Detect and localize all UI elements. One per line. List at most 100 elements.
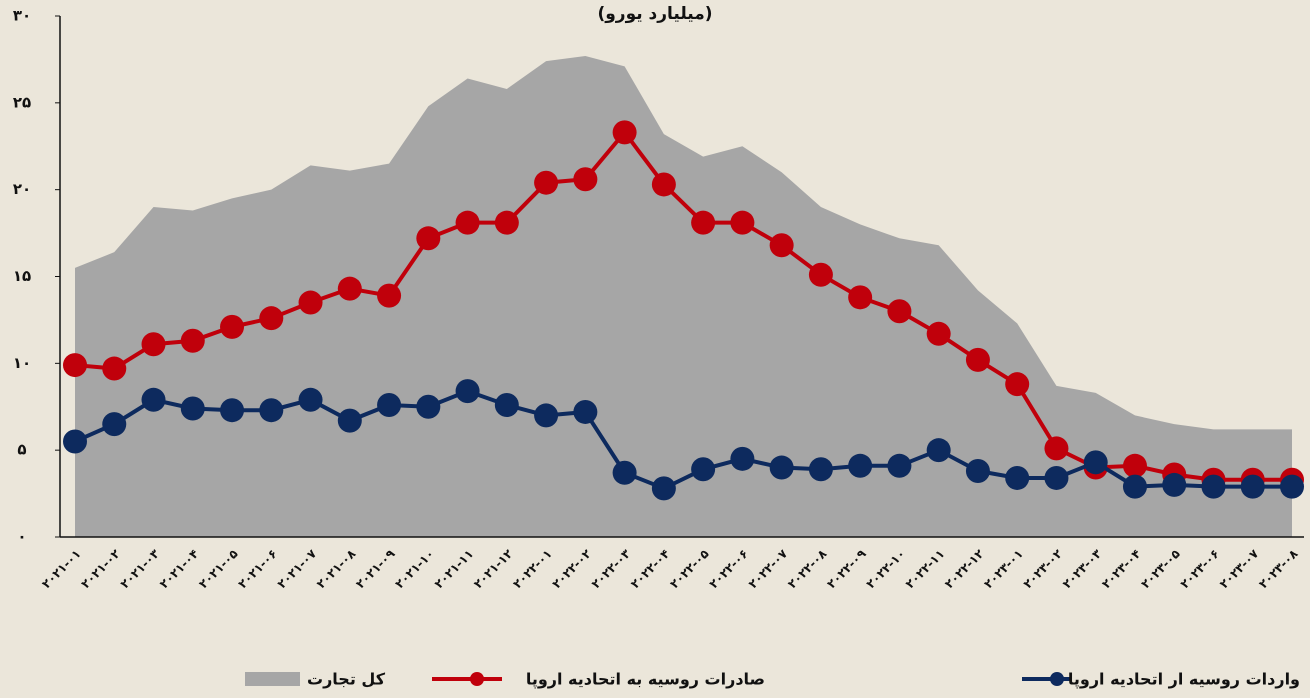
marker (298, 387, 323, 412)
marker (180, 396, 205, 421)
legend-swatch (245, 672, 300, 686)
marker (651, 172, 676, 197)
marker (651, 476, 676, 501)
marker (455, 379, 480, 404)
x-tick-label: ۲۰۲۲-۱۱ (903, 547, 948, 592)
marker (259, 306, 284, 331)
marker (494, 210, 519, 235)
x-tick-label: ۲۰۲۱-۰۲ (78, 546, 123, 591)
marker (63, 353, 87, 378)
x-tick-label: ۲۰۲۱-۱۲ (471, 546, 516, 591)
marker (1122, 474, 1147, 499)
legend-label: کل تجارت (307, 670, 386, 689)
marker (965, 459, 990, 484)
marker (848, 285, 873, 310)
legend-swatch (1050, 672, 1064, 686)
marker (965, 347, 990, 372)
marker (769, 455, 794, 480)
chart-title: (میلیارد یورو) (597, 4, 712, 24)
x-tick-label: ۲۰۲۱-۰۶ (235, 547, 280, 592)
x-tick-label: ۲۰۲۳-۰۳ (1060, 546, 1105, 591)
x-tick-label: ۲۰۲۱-۰۷ (275, 546, 320, 591)
x-tick-label: ۲۰۲۳-۰۵ (1138, 547, 1183, 592)
marker (1240, 474, 1265, 499)
marker (220, 398, 245, 423)
x-tick-label: ۲۰۲۱-۰۳ (118, 546, 163, 591)
x-tick-label: ۲۰۲۲-۱۰ (864, 547, 909, 592)
marker (494, 393, 519, 418)
marker (102, 356, 127, 381)
marker (102, 412, 127, 437)
marker (848, 453, 873, 478)
marker (573, 399, 598, 424)
marker (377, 393, 402, 418)
marker (769, 233, 794, 258)
marker (337, 276, 362, 301)
marker (612, 460, 637, 485)
marker (259, 398, 284, 423)
marker (1083, 450, 1108, 475)
y-tick-label: ۵ (17, 441, 26, 459)
marker (377, 283, 402, 308)
x-tick-label: ۲۰۲۲-۰۴ (628, 547, 673, 592)
marker (455, 210, 480, 235)
x-tick-label: ۲۰۲۲-۰۳ (589, 546, 634, 591)
x-tick-label: ۲۰۲۱-۱۱ (432, 547, 477, 592)
x-tick-label: ۲۰۲۳-۰۴ (1099, 547, 1144, 592)
y-tick-label: ۲۰ (13, 180, 31, 198)
marker (691, 457, 716, 482)
x-tick-label: ۲۰۲۲-۰۶ (706, 547, 751, 592)
x-tick-label: ۲۰۲۳-۰۸ (1256, 546, 1301, 591)
marker (730, 446, 755, 471)
marker (534, 403, 559, 428)
marker (220, 314, 245, 339)
x-tick-label: ۲۰۲۲-۰۸ (785, 546, 830, 591)
marker (926, 438, 951, 463)
x-tick-label: ۲۰۲۱-۰۹ (353, 546, 398, 591)
marker (1280, 474, 1304, 499)
x-tick-label: ۲۰۲۳-۰۷ (1217, 546, 1262, 591)
y-tick-label: ۱۵ (13, 267, 31, 285)
x-tick-label: ۲۰۲۲-۱۲ (942, 546, 987, 591)
x-tick-label: ۲۰۲۱-۱۰ (392, 547, 437, 592)
marker (1122, 453, 1147, 478)
y-tick-label: ۰ (17, 528, 26, 546)
x-tick-label: ۲۰۲۲-۰۲ (549, 546, 594, 591)
x-tick-label: ۲۰۲۲-۰۱ (510, 547, 555, 592)
marker (1044, 436, 1069, 461)
x-tick-label: ۲۰۲۲-۰۷ (746, 546, 791, 591)
marker (612, 120, 637, 145)
marker (730, 210, 755, 235)
x-tick-label: ۲۰۲۱-۰۸ (314, 546, 359, 591)
marker (887, 299, 912, 324)
marker (416, 226, 441, 251)
x-tick-label: ۲۰۲۱-۰۱ (39, 547, 84, 592)
marker (691, 210, 716, 235)
legend-label: واردات روسیه ار اتحادیه اروپا (1068, 670, 1300, 690)
marker (1162, 472, 1187, 497)
marker (141, 332, 166, 357)
marker (926, 321, 951, 346)
marker (141, 387, 166, 412)
marker (298, 290, 323, 315)
marker (180, 328, 205, 353)
x-tick-label: ۲۰۲۱-۰۴ (157, 547, 202, 592)
x-tick-label: ۲۰۲۲-۰۹ (824, 546, 869, 591)
marker (416, 394, 441, 419)
x-tick-label: ۲۰۲۳-۰۲ (1021, 546, 1066, 591)
marker (1005, 372, 1030, 397)
x-tick-label: ۲۰۲۱-۰۵ (196, 547, 241, 592)
y-tick-label: ۱۰ (13, 354, 31, 372)
marker (573, 167, 598, 192)
marker (1005, 465, 1030, 490)
marker (337, 408, 362, 433)
marker (1201, 474, 1226, 499)
marker (887, 453, 912, 478)
y-tick-label: ۳۰ (13, 7, 31, 25)
area (75, 55, 1292, 538)
marker (808, 262, 833, 287)
y-tick-label: ۲۵ (13, 93, 31, 111)
legend-swatch (470, 672, 484, 686)
marker (808, 457, 833, 482)
